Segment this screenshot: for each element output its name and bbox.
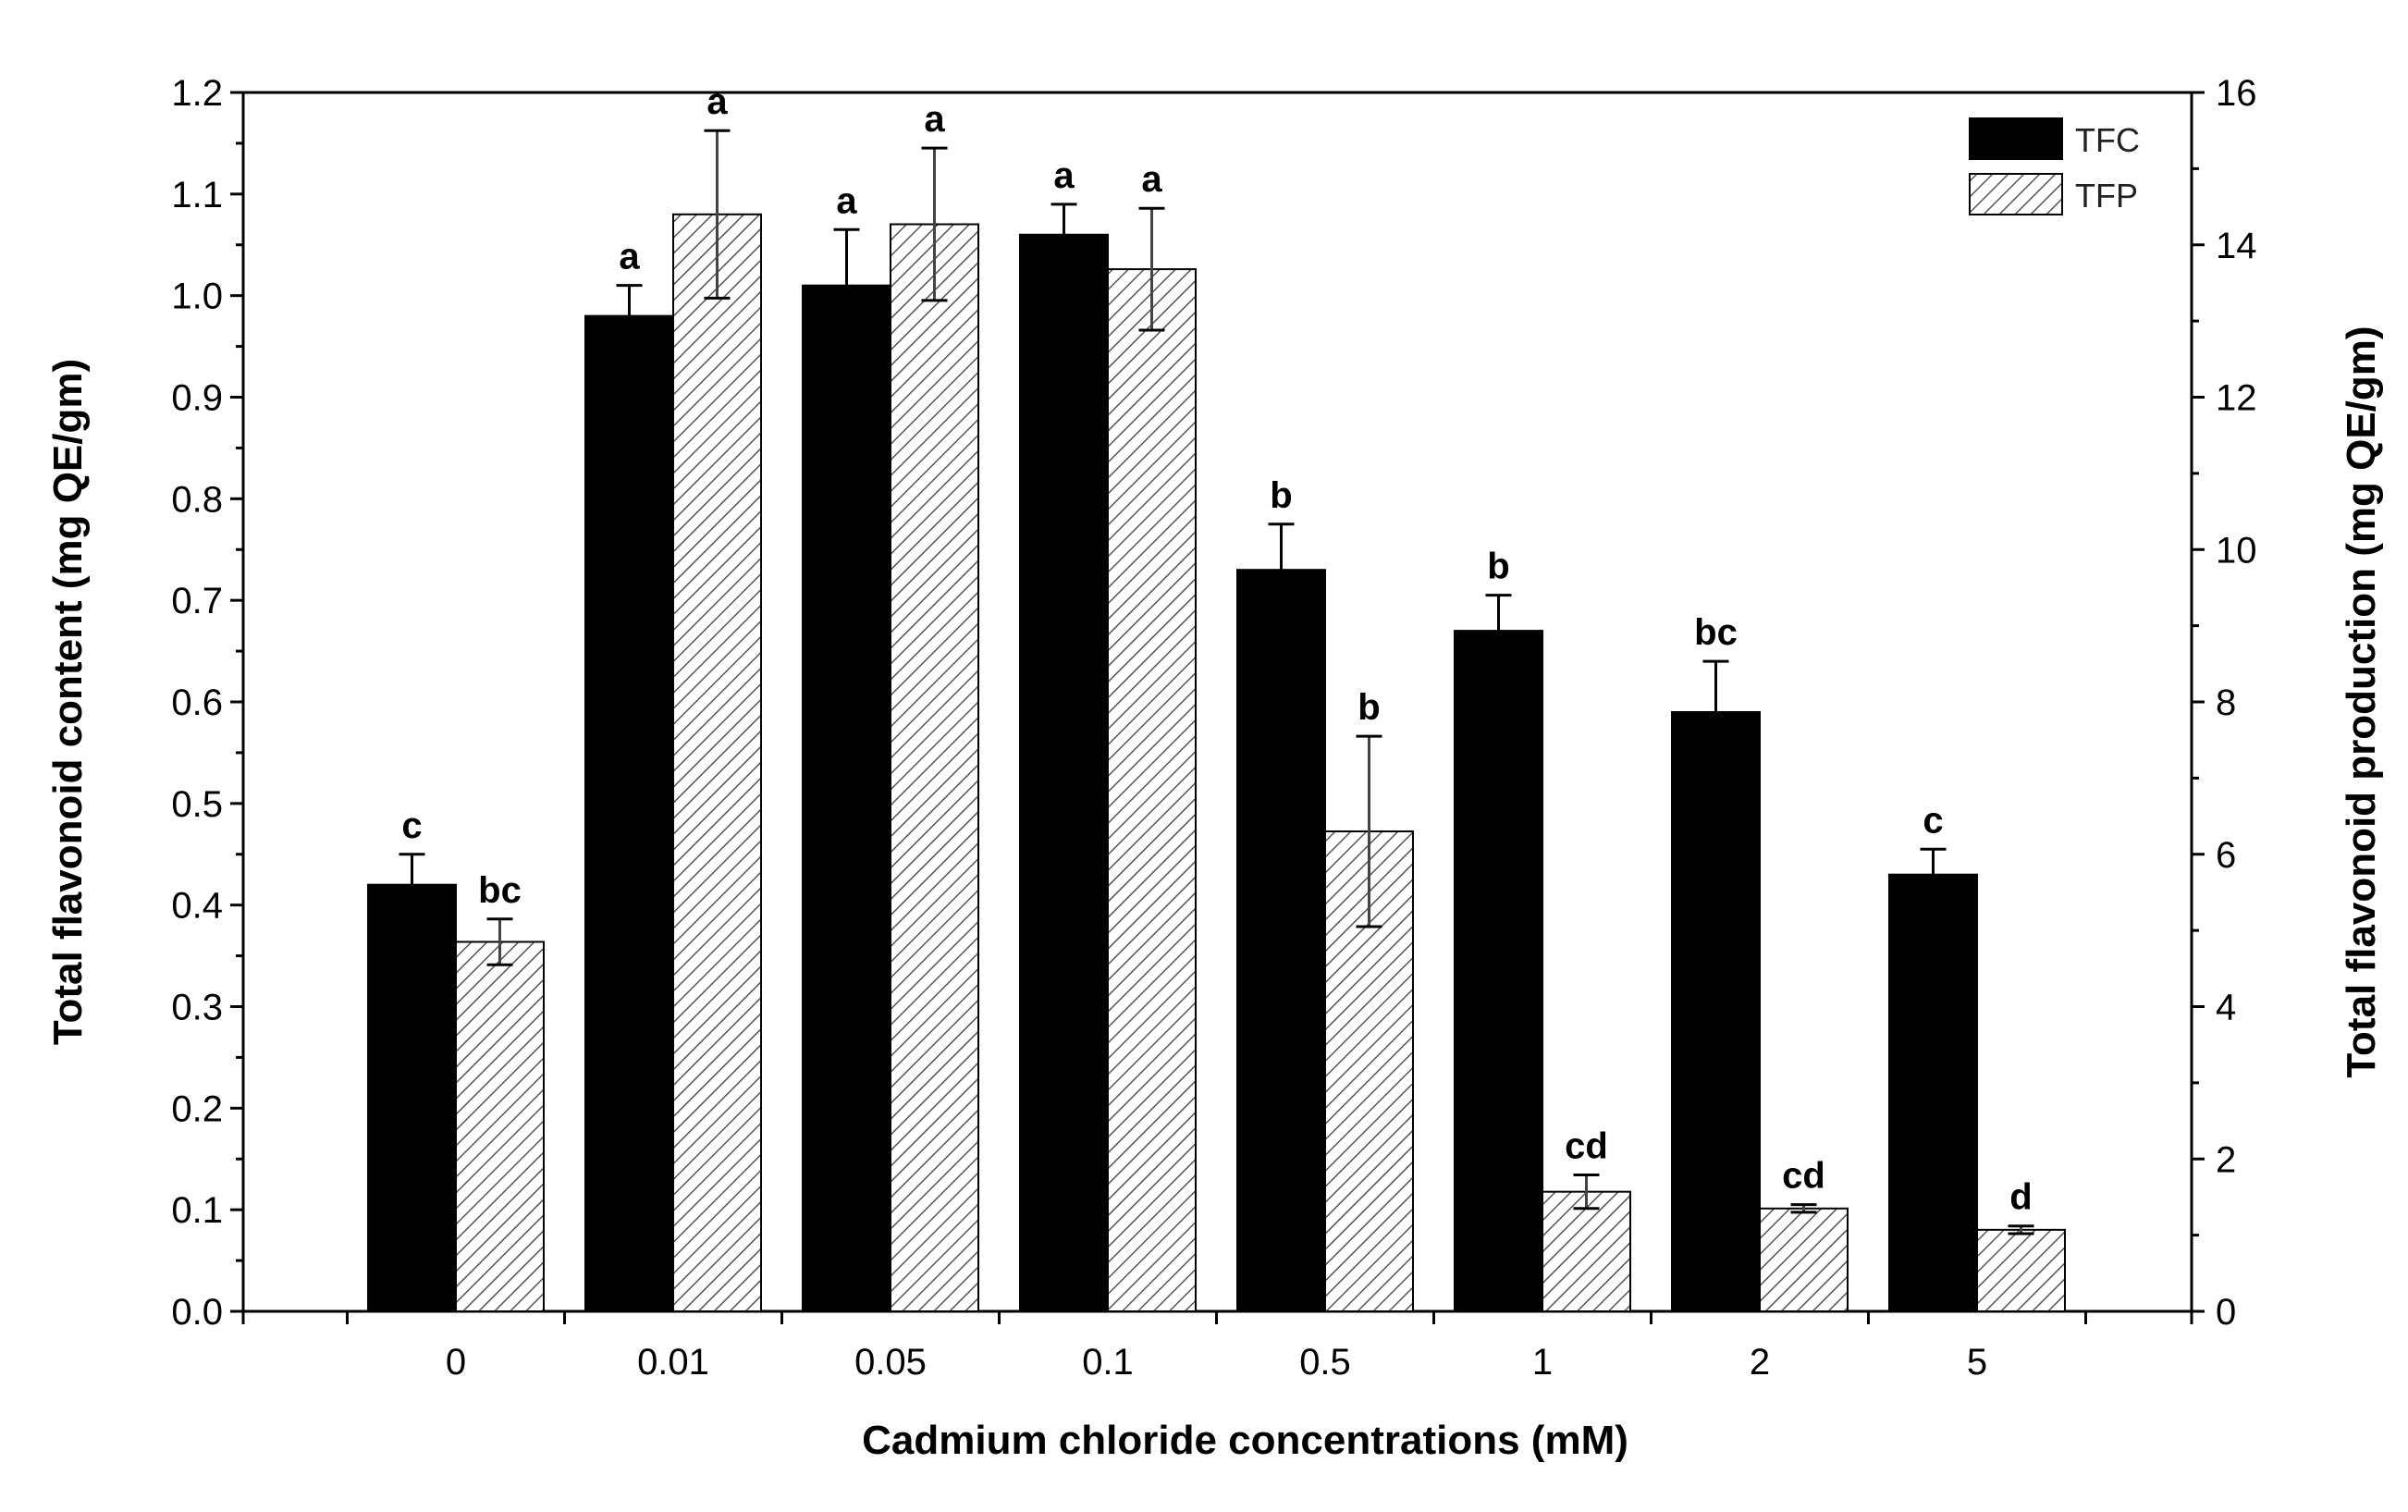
tfc-error-bar: [1702, 659, 1729, 712]
right-tick-label: 14: [2216, 226, 2257, 266]
tfp-error-bar: [1573, 1174, 1600, 1211]
tfp-error-bar: [704, 129, 731, 300]
tfc-error-bar: [1920, 847, 1947, 875]
right-y-axis-title: Total flavonoid production (mg QE/gm): [2339, 326, 2384, 1077]
tfc-bar: [1888, 873, 1978, 1312]
tfp-significance-label: b: [1358, 687, 1380, 728]
tfp-error-bar: [921, 146, 948, 302]
right-tick-label: 6: [2216, 835, 2236, 876]
tfc-legend-swatch: [1969, 117, 2063, 160]
right-tick-label: 12: [2216, 378, 2257, 419]
left-tick-label: 0.6: [171, 682, 223, 723]
tfc-error-bar: [616, 284, 643, 316]
x-category-label: 1: [1532, 1342, 1553, 1383]
right-tick-label: 4: [2216, 988, 2236, 1028]
tfc-bar: [1454, 630, 1543, 1312]
tfp-legend-label: TFP: [2075, 177, 2138, 215]
tfc-bar: [802, 284, 891, 1312]
left-tick-label: 0.8: [171, 479, 223, 520]
left-tick-label: 0.1: [171, 1190, 223, 1231]
tfc-bar: [1236, 569, 1326, 1312]
x-category-label: 0: [446, 1342, 466, 1383]
tfc-significance-label: c: [401, 805, 422, 846]
tfc-bar: [367, 883, 457, 1312]
tfc-error-bar: [399, 853, 425, 885]
right-tick-label: 8: [2216, 682, 2236, 723]
left-tick-label: 0.7: [171, 581, 223, 621]
right-tick-label: 16: [2216, 73, 2257, 114]
tfp-significance-label: a: [706, 81, 728, 122]
left-tick-label: 0.0: [171, 1292, 223, 1333]
tfp-bar: [1107, 268, 1197, 1312]
tfc-error-bar: [1268, 522, 1295, 571]
tfp-bar: [455, 940, 545, 1312]
x-category-label: 5: [1967, 1342, 1987, 1383]
tfc-significance-label: b: [1270, 475, 1292, 516]
tfp-bar: [890, 223, 979, 1312]
tfp-bar: [1976, 1228, 2066, 1313]
tfp-error-bar: [1356, 734, 1382, 928]
tfc-error-bar: [1050, 203, 1077, 235]
left-tick-label: 0.9: [171, 378, 223, 419]
tfc-error-bar: [833, 227, 860, 286]
left-tick-label: 0.2: [171, 1088, 223, 1129]
tfc-significance-label: a: [836, 180, 857, 221]
x-axis-title: Cadmium chloride concentrations (mM): [862, 1418, 1628, 1463]
tfc-error-bar: [1485, 594, 1512, 632]
tfc-significance-label: c: [1923, 800, 1943, 841]
left-tick-label: 0.3: [171, 988, 223, 1028]
tfp-significance-label: d: [2009, 1177, 2032, 1218]
left-tick-label: 1.1: [171, 175, 223, 215]
tfp-error-bar: [1138, 206, 1165, 332]
tfp-bar: [1759, 1207, 1849, 1312]
right-tick-label: 0: [2216, 1292, 2236, 1333]
tfc-significance-label: b: [1487, 547, 1509, 587]
x-category-label: 0.05: [854, 1342, 927, 1383]
tfp-bar: [672, 213, 762, 1312]
tfc-significance-label: a: [1053, 155, 1075, 196]
tfp-significance-label: cd: [1782, 1156, 1825, 1197]
left-y-axis-title: Total flavonoid content (mg QE/gm): [45, 359, 91, 1045]
tfc-bar: [584, 314, 674, 1313]
tfp-significance-label: a: [924, 99, 945, 140]
left-tick-label: 0.4: [171, 886, 223, 927]
left-tick-label: 1.0: [171, 277, 223, 317]
left-tick-label: 0.5: [171, 784, 223, 825]
x-category-label: 0.5: [1299, 1342, 1351, 1383]
tfc-bar: [1671, 710, 1761, 1312]
x-category-label: 0.01: [637, 1342, 709, 1383]
left-tick-label: 1.2: [171, 73, 223, 114]
right-tick-label: 10: [2216, 530, 2257, 571]
tfp-significance-label: cd: [1565, 1126, 1608, 1167]
tfp-significance-label: bc: [478, 870, 522, 911]
tfc-significance-label: bc: [1694, 612, 1738, 653]
tfp-bar: [1542, 1190, 1631, 1313]
tfp-error-bar: [1790, 1203, 1817, 1214]
tfp-error-bar: [486, 917, 513, 966]
x-category-label: 2: [1750, 1342, 1770, 1383]
tfc-bar: [1019, 233, 1109, 1312]
tfc-significance-label: a: [619, 237, 640, 277]
tfp-error-bar: [2008, 1224, 2034, 1235]
x-category-label: 0.1: [1082, 1342, 1134, 1383]
right-tick-label: 2: [2216, 1139, 2236, 1180]
tfp-significance-label: a: [1141, 159, 1162, 200]
tfc-legend-label: TFC: [2075, 121, 2140, 159]
tfp-legend-swatch: [1969, 173, 2063, 215]
legend: TFC TFP: [1969, 117, 2140, 215]
